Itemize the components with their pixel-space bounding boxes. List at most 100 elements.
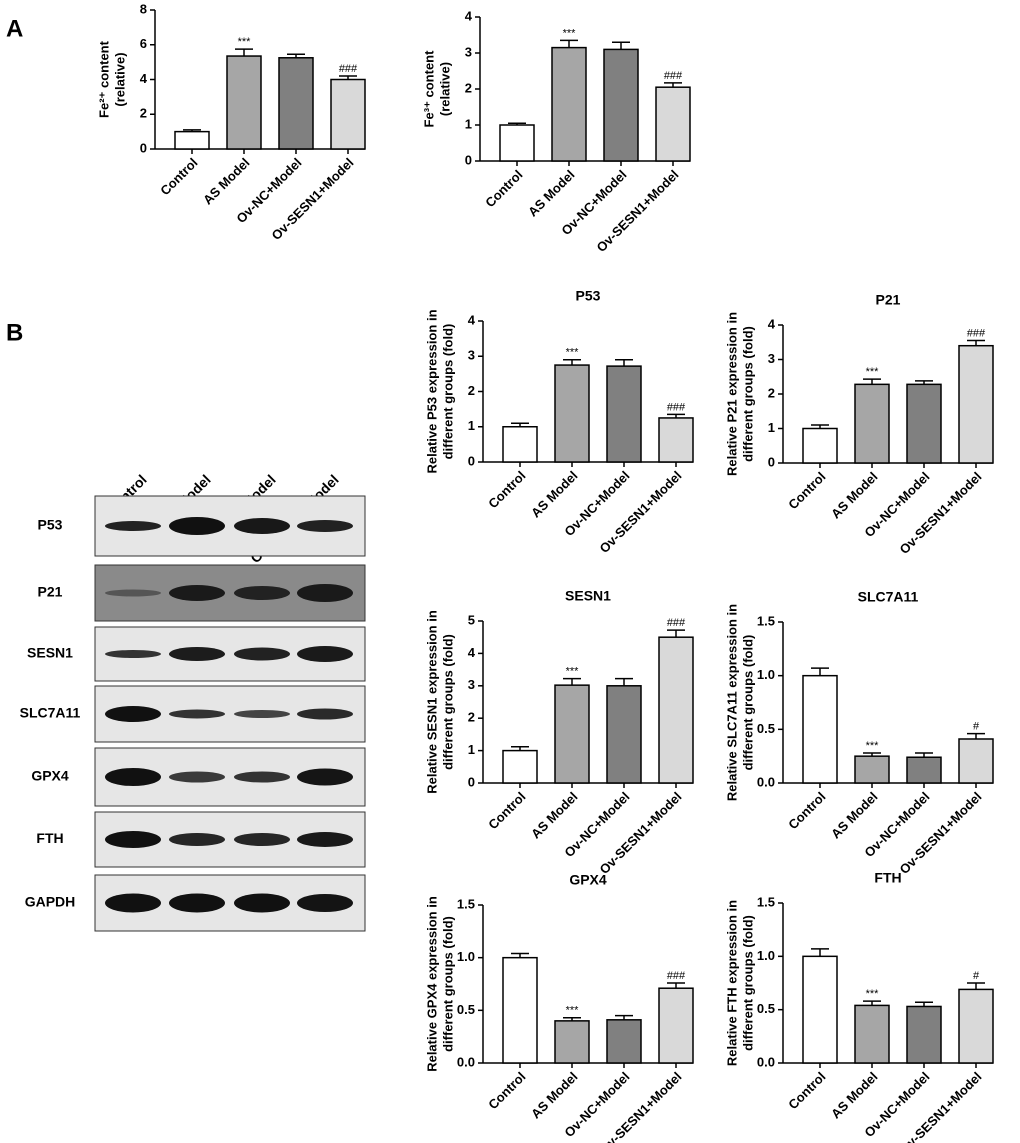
y-tick-label: 1.0: [757, 948, 775, 963]
y-tick-label: 0: [140, 140, 147, 155]
bar: [606, 365, 642, 463]
blot-band: [234, 710, 290, 718]
significance-label: ***: [238, 36, 252, 48]
bar: [802, 427, 838, 464]
y-tick-label: 2: [468, 710, 475, 725]
x-tick-label: AS Model: [528, 468, 580, 520]
y-tick-label: 3: [768, 351, 775, 366]
bar-chart: Fe²⁺ content (relative) 0 2 4 6 8 Control *** AS …: [96, 1, 366, 243]
significance-label: ***: [866, 988, 880, 1000]
bar: [278, 57, 314, 150]
blot-band: [169, 517, 225, 535]
blot-band: [169, 893, 225, 913]
blot-row-label: FTH: [36, 830, 63, 846]
x-tick-label: Control: [485, 468, 528, 511]
y-axis-label: Fe²⁺ content: [96, 40, 111, 118]
chart-title: SESN1: [565, 588, 611, 604]
significance-label: ***: [566, 347, 580, 359]
bar: [906, 383, 942, 464]
blot-band: [297, 832, 353, 847]
significance-label: ###: [967, 327, 986, 339]
y-tick-label: 0.5: [457, 1002, 475, 1017]
y-axis-label: different groups (fold): [440, 916, 455, 1052]
x-tick-label: Control: [482, 167, 525, 210]
y-tick-label: 4: [468, 312, 476, 327]
significance-label: ###: [667, 970, 686, 982]
y-axis-label: different groups (fold): [740, 326, 755, 462]
y-tick-label: 1: [465, 116, 472, 131]
x-tick-label: AS Model: [828, 469, 880, 521]
bar-chart: Fe³⁺ content (relative) 0 1 2 3 4 Control *** AS …: [421, 8, 691, 255]
y-tick-label: 2: [140, 106, 147, 121]
chart-title: P21: [876, 292, 901, 308]
significance-label: #: [973, 970, 980, 982]
bar: [802, 674, 838, 784]
bar: [606, 1019, 642, 1064]
bar: [603, 48, 639, 162]
y-tick-label: 0.0: [457, 1054, 475, 1069]
blot-band: [169, 833, 225, 846]
y-axis-label: different groups (fold): [740, 635, 755, 771]
y-axis-label: different groups (fold): [440, 634, 455, 770]
chart-title: P53: [576, 288, 601, 304]
bar: [554, 1020, 590, 1064]
blot-band: [105, 589, 161, 597]
blot-band: [297, 768, 353, 786]
y-axis-label: (relative): [112, 52, 127, 106]
significance-label: #: [973, 721, 980, 733]
significance-label: ###: [667, 401, 686, 413]
bar: [658, 417, 694, 463]
y-tick-label: 1: [468, 418, 475, 433]
bar: [906, 756, 942, 784]
y-tick-label: 2: [468, 383, 475, 398]
blot-band: [234, 586, 290, 600]
y-axis-label: Relative P53 expression in: [424, 309, 439, 473]
y-tick-label: 0.0: [757, 1054, 775, 1069]
blot-band: [297, 708, 353, 720]
bar: [658, 636, 694, 784]
x-tick-label: AS Model: [525, 167, 577, 219]
significance-label: ###: [664, 70, 683, 82]
x-tick-label: Control: [785, 1069, 828, 1112]
chart-title: GPX4: [569, 872, 607, 888]
bar: [906, 1005, 942, 1064]
blot-band: [234, 518, 290, 534]
x-tick-label: AS Model: [828, 789, 880, 841]
blot-row-label: P53: [38, 517, 63, 533]
blot-band: [234, 771, 290, 783]
bar: [502, 426, 538, 463]
x-tick-label: Control: [785, 789, 828, 832]
y-tick-label: 6: [140, 36, 147, 51]
y-axis-label: Relative GPX4 expression in: [424, 896, 439, 1072]
bar-chart: P21 Relative P21 expression in different g…: [724, 292, 994, 557]
y-axis-label: different groups (fold): [440, 324, 455, 460]
y-tick-label: 8: [140, 1, 147, 16]
y-tick-label: 1.0: [457, 949, 475, 964]
y-tick-label: 4: [465, 8, 473, 23]
x-tick-label: AS Model: [528, 789, 580, 841]
y-tick-label: 0: [468, 774, 475, 789]
y-tick-label: 4: [768, 316, 776, 331]
blot-band: [297, 520, 353, 532]
bar: [958, 344, 994, 464]
blot-row-label: GAPDH: [25, 894, 76, 910]
blot-band: [234, 893, 290, 913]
blot-band: [297, 894, 353, 912]
x-tick-label: Control: [485, 1069, 528, 1112]
bar: [554, 684, 590, 784]
blot-band: [297, 584, 353, 602]
bar-chart: FTH Relative FTH expression in different g…: [724, 870, 994, 1143]
bar-chart: SESN1 Relative SESN1 expression in differe…: [424, 588, 694, 877]
blot-band: [105, 706, 161, 722]
bar: [502, 956, 538, 1064]
significance-label: ***: [866, 740, 880, 752]
y-tick-label: 0: [465, 152, 472, 167]
blot-band: [105, 768, 161, 786]
x-tick-label: AS Model: [200, 155, 252, 207]
x-tick-label: Control: [485, 789, 528, 832]
panel-label: B: [6, 319, 23, 346]
y-axis-label: Fe³⁺ content: [421, 50, 436, 128]
y-tick-label: 3: [465, 44, 472, 59]
blot-band: [234, 833, 290, 846]
bar-chart: GPX4 Relative GPX4 expression in different…: [424, 872, 694, 1143]
